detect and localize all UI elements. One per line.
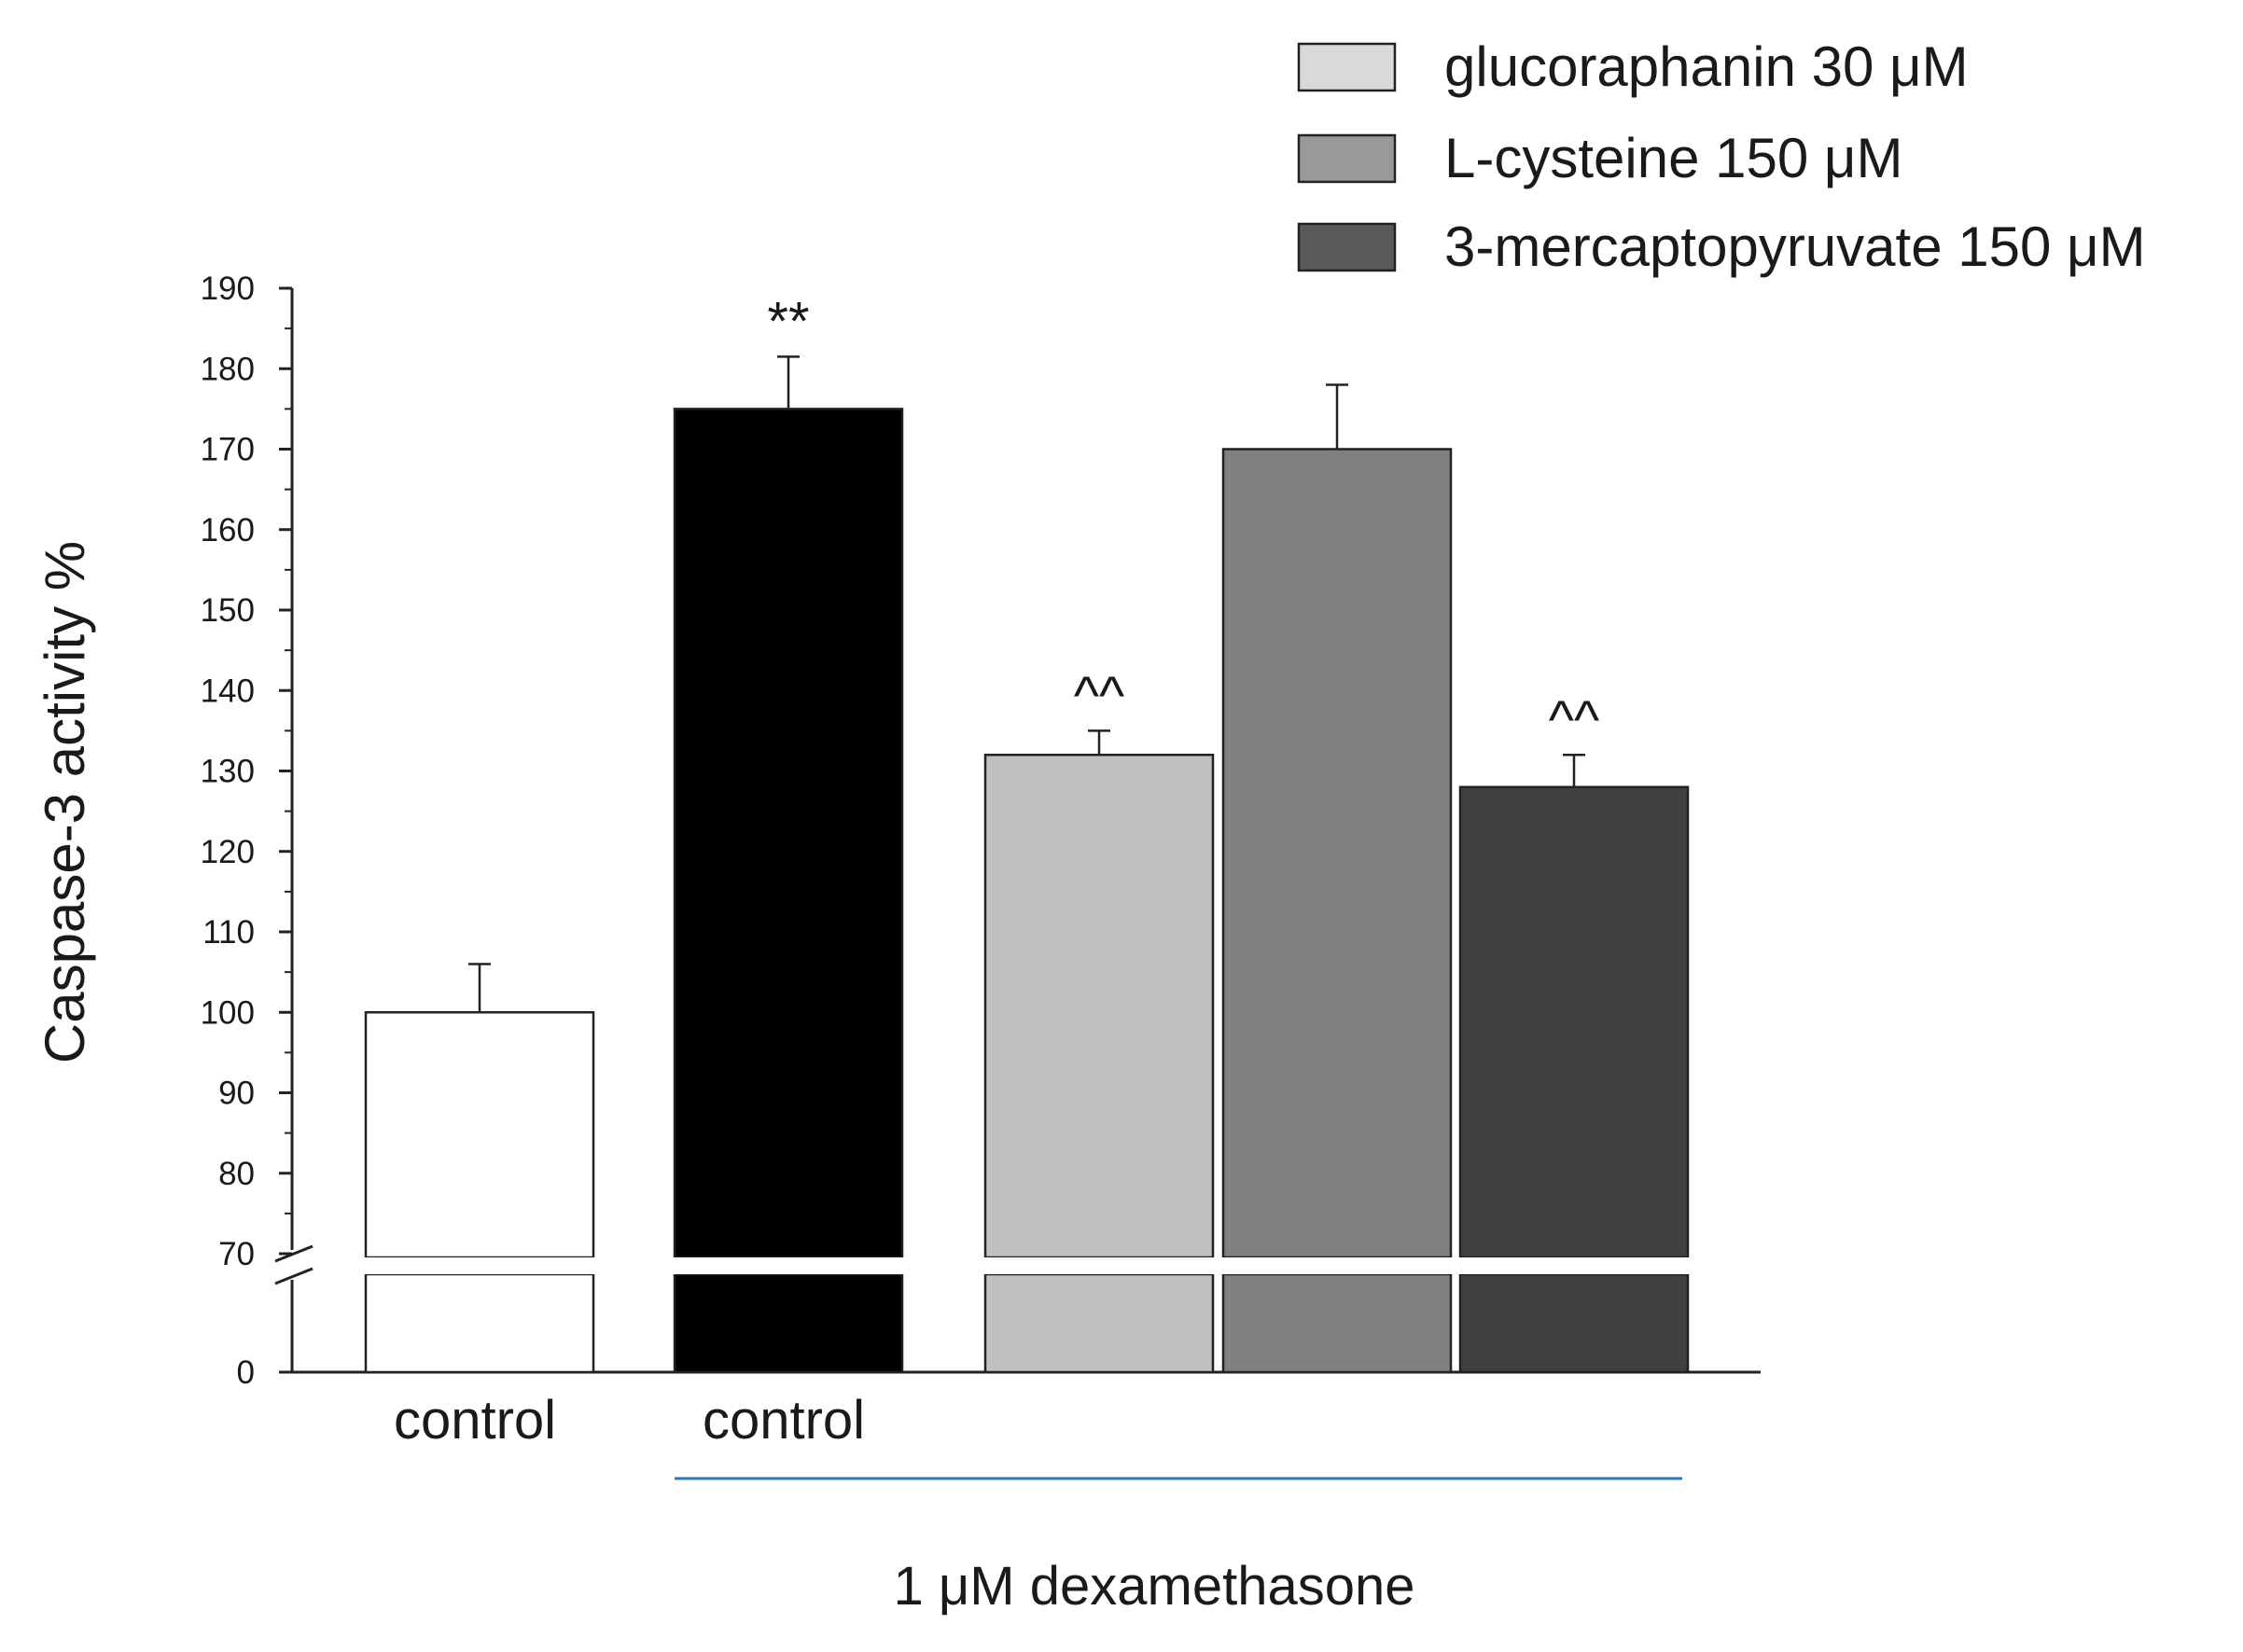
y-tick-label-160: 160: [201, 512, 255, 548]
significance-label-1: **: [767, 291, 809, 352]
y-tick-label-120: 120: [201, 834, 255, 870]
axis-break-mark-top: [274, 1244, 313, 1263]
significance-label-4: ^^: [1549, 689, 1599, 750]
category-label-0: control: [394, 1390, 556, 1451]
category-label-1: control: [703, 1390, 865, 1451]
legend-label-0: glucoraphanin 30 μM: [1444, 35, 1969, 98]
y-tick-label-80: 80: [218, 1156, 255, 1192]
bar-break-gap-1: [672, 1257, 905, 1274]
bar-lower-0: [364, 1272, 595, 1374]
bar-upper-4: [1458, 785, 1690, 1259]
significance-label-2: ^^: [1074, 665, 1124, 726]
legend-swatch-0: [1297, 42, 1397, 92]
y-tick-label-170: 170: [201, 432, 255, 468]
bar-lower-1: [673, 1272, 904, 1374]
y-tick-label-0: 0: [237, 1354, 255, 1391]
y-tick-label-70: 70: [218, 1236, 255, 1272]
bar-upper-0: [364, 1011, 595, 1259]
y-tick-label-150: 150: [201, 592, 255, 629]
axis-break-mark-bottom: [274, 1267, 313, 1285]
y-tick-label-180: 180: [201, 351, 255, 387]
bar-break-gap-3: [1220, 1257, 1454, 1274]
bar-break-gap-4: [1457, 1257, 1691, 1274]
y-tick-label-190: 190: [201, 271, 255, 307]
y-tick-label-130: 130: [201, 754, 255, 790]
bar-break-gap-0: [363, 1257, 596, 1274]
y-tick-label-90: 90: [218, 1076, 255, 1112]
bar-lower-3: [1221, 1272, 1453, 1374]
legend-label-1: L-cysteine 150 μM: [1444, 127, 1902, 189]
bar-lower-2: [983, 1272, 1215, 1374]
bar-break-gap-2: [982, 1257, 1216, 1274]
y-tick-label-140: 140: [201, 673, 255, 709]
y-tick-label-100: 100: [201, 994, 255, 1031]
bar-upper-3: [1221, 448, 1453, 1259]
group-label: 1 μM dexamethasone: [894, 1556, 1415, 1617]
bar-upper-2: [983, 754, 1215, 1259]
chart-labels: control ** control ^^ ^^ Caspase-3 activity %…: [34, 291, 1682, 1617]
y-tick-label-110: 110: [202, 914, 255, 951]
legend-swatch-2: [1297, 222, 1397, 272]
chart-bars: [363, 355, 1691, 1374]
bar-lower-4: [1458, 1272, 1690, 1374]
legend: glucoraphanin 30 μM L-cysteine 150 μM 3-me…: [1297, 35, 2146, 278]
bar-upper-1: [673, 408, 904, 1259]
legend-swatch-1: [1297, 133, 1397, 184]
legend-label-2: 3-mercaptopyruvate 150 μM: [1444, 215, 2146, 278]
y-axis-label: Caspase-3 activity %: [34, 541, 96, 1063]
